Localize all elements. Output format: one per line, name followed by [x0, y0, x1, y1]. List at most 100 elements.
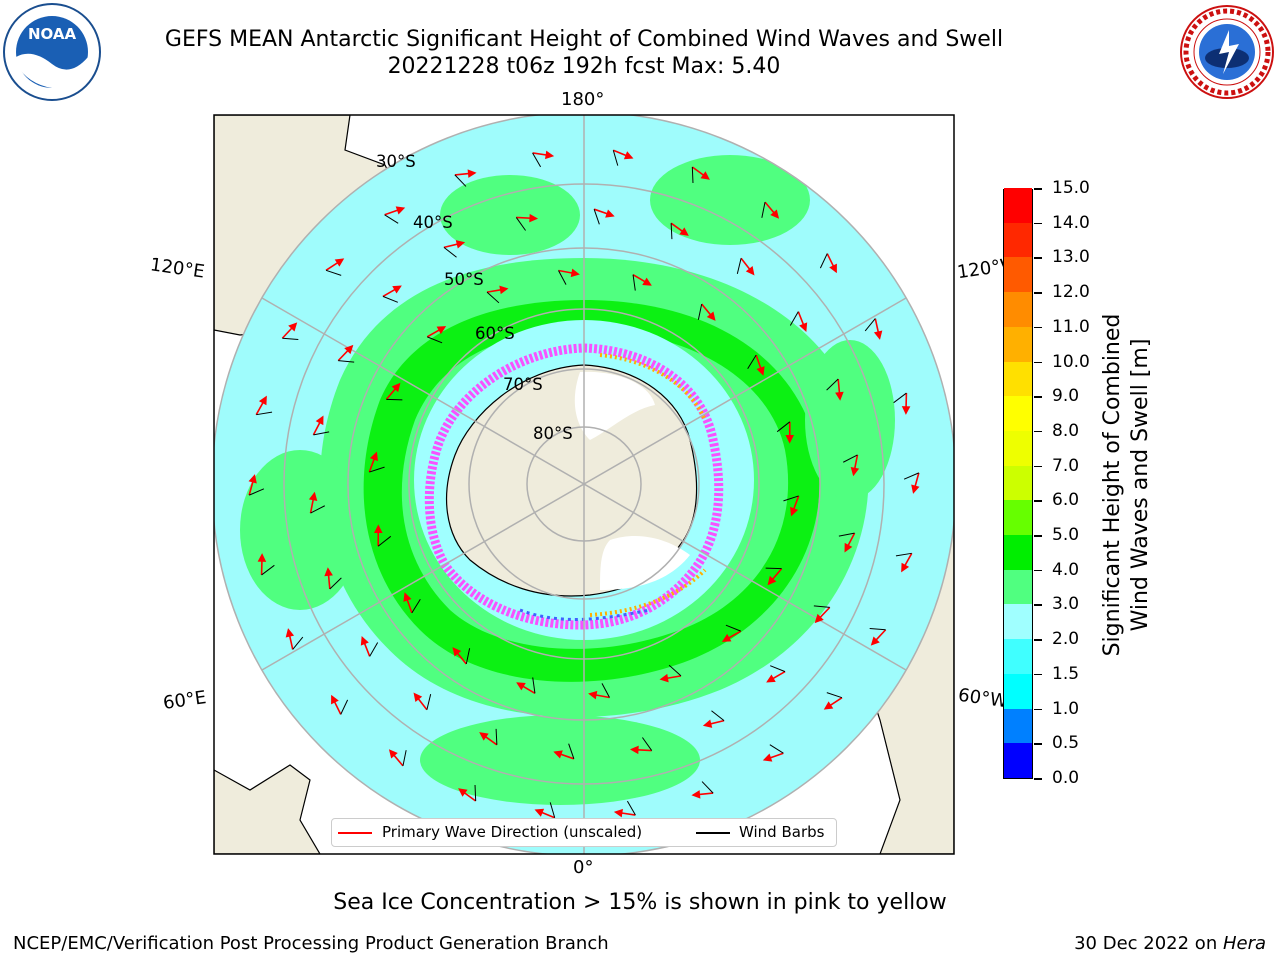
colorbar-tick	[1034, 673, 1042, 676]
wave-arrowhead	[308, 491, 318, 501]
wave-arrowhead	[545, 150, 555, 160]
wind-barb	[558, 270, 567, 285]
colorbar-segment	[1004, 638, 1032, 674]
colorbar-segment	[1004, 742, 1032, 778]
wave-arrowhead	[373, 524, 383, 534]
colorbar-tick-label: 5.0	[1052, 525, 1080, 546]
wind-barb	[515, 217, 526, 231]
colorbar-tick-label: 7.0	[1052, 455, 1080, 476]
footer-date: 30 Dec 2022 on Hera	[1074, 933, 1266, 954]
colorbar-tick-label: 12.0	[1052, 282, 1090, 303]
colorbar-segment	[1004, 256, 1032, 293]
colorbar-tick	[1034, 188, 1042, 190]
wind-barb	[869, 627, 886, 631]
wave-arrowhead	[762, 753, 773, 762]
wind-barb	[568, 743, 575, 759]
wave-arrowhead	[873, 330, 883, 340]
wave-arrowhead	[324, 567, 333, 577]
wave-arrowhead	[534, 808, 545, 817]
wave-arrowhead	[452, 647, 462, 657]
wave-arrowhead	[629, 745, 639, 755]
wind-barbs-legend-label: Wind Barbs	[739, 823, 825, 841]
svg-text:NOAA: NOAA	[28, 25, 77, 43]
wave-arrowhead	[756, 366, 765, 376]
graticule	[214, 115, 954, 854]
wave-arrowhead	[529, 213, 539, 223]
wind-barbs-legend-swatch	[696, 832, 730, 834]
lon-label-0: 0°	[573, 857, 594, 878]
wind-barb	[711, 710, 725, 722]
wind-barb	[282, 337, 299, 341]
wind-barb	[474, 784, 477, 802]
footer-credit: NCEP/EMC/Verification Post Processing Pr…	[13, 933, 609, 954]
colorbar-tick	[1034, 743, 1042, 745]
colorbar	[1003, 187, 1033, 779]
wave-arrowhead	[285, 628, 295, 638]
wave-arrowhead	[623, 151, 634, 160]
wind-barb	[736, 258, 742, 274]
wind-barb	[549, 802, 556, 818]
wave-arrowhead	[679, 227, 689, 236]
lon-label-180: 180°	[561, 89, 605, 110]
wave-arrowhead	[413, 692, 423, 702]
wave-arrowhead	[395, 206, 406, 215]
wave-arrowhead	[835, 391, 844, 401]
wave-arrowhead	[391, 382, 401, 393]
colorbar-tick	[1034, 569, 1042, 572]
wind-barb	[789, 311, 799, 326]
wind-barb	[612, 150, 619, 166]
wave-arrowhead	[360, 636, 369, 646]
wind-barb	[443, 246, 457, 258]
wave-arrowhead	[870, 636, 880, 646]
wind-barb	[697, 303, 703, 320]
wind-barb	[329, 577, 342, 590]
wind-barb	[903, 472, 920, 480]
colorbar-segment	[1004, 603, 1032, 640]
colorbar-tick	[1034, 361, 1042, 364]
wave-arrowhead	[516, 682, 526, 691]
wind-barb	[783, 495, 799, 502]
lat-label-60s: 60°S	[475, 324, 515, 343]
colorbar-tick-label: 15.0	[1052, 178, 1090, 198]
wind-barb	[770, 665, 786, 673]
wind-barb	[261, 564, 275, 576]
wave-arrowhead	[901, 406, 911, 415]
colorbar-tick	[1034, 465, 1042, 468]
colorbar-segment	[1004, 499, 1032, 536]
wind-barb	[826, 378, 839, 391]
wave-arrowhead	[315, 415, 324, 426]
wave-arrowhead	[334, 258, 345, 267]
colorbar-tick-label: 1.5	[1052, 663, 1080, 684]
noaa-logo: NOAA	[3, 3, 101, 101]
wind-barb	[893, 392, 907, 404]
wave-arrowhead	[911, 484, 920, 494]
colorbar-tick-label: 0.0	[1052, 768, 1080, 788]
wave-arrowhead	[850, 467, 860, 477]
wave-arrowhead	[388, 749, 398, 759]
wind-barb	[632, 274, 636, 291]
wave-arrowhead	[499, 285, 509, 295]
wind-barb	[454, 174, 467, 187]
chart-subtitle: 20221228 t06z 192h fcst Max: 5.40	[387, 54, 781, 79]
colorbar-tick	[1034, 639, 1042, 641]
wind-barb	[843, 454, 858, 463]
wind-barb	[747, 354, 757, 370]
wave-arrowhead	[331, 694, 339, 705]
wind-barb	[369, 642, 379, 657]
wave-arrowhead	[770, 209, 780, 219]
wave-arrowhead	[258, 395, 267, 406]
colorbar-tick-label: 13.0	[1052, 247, 1090, 268]
colorbar-tick	[1034, 778, 1042, 780]
wave-arrowhead	[642, 277, 652, 286]
wind-barb	[813, 605, 830, 608]
wind-barb	[411, 598, 421, 614]
wind-barb	[895, 552, 912, 557]
colorbar-segment	[1004, 291, 1032, 327]
colorbar-tick-label: 4.0	[1052, 559, 1080, 580]
colorbar-tick-label: 14.0	[1052, 212, 1090, 233]
wave-arrowhead	[436, 326, 447, 335]
wave-arrowhead	[248, 474, 257, 484]
wave-arrowhead	[288, 322, 298, 332]
wind-barb	[382, 295, 398, 303]
